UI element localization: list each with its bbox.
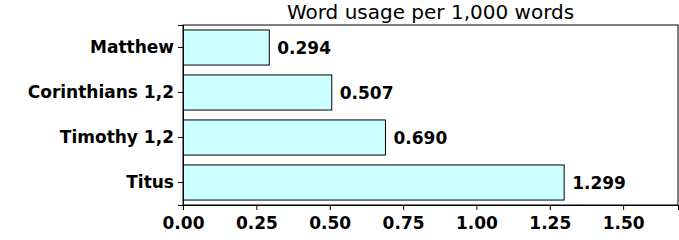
- x-tick-mark: [623, 205, 624, 210]
- x-tick: 1.50: [603, 205, 645, 233]
- x-tick-label: 0.75: [383, 213, 425, 233]
- x-tick-mark: [403, 205, 404, 210]
- y-tick: Timothy 1,2: [60, 127, 183, 147]
- x-tick: 0.25: [236, 205, 278, 233]
- x-tick: 0.00: [163, 205, 205, 233]
- data-label: 0.690: [393, 128, 447, 148]
- y-tick-mark: [178, 182, 183, 183]
- x-tick-label: 1.00: [456, 213, 498, 233]
- y-tick: Corinthians 1,2: [28, 82, 183, 102]
- y-axis-line: [178, 26, 184, 206]
- x-tick-mark: [476, 205, 477, 210]
- x-tick-mark: [550, 205, 551, 210]
- bar: [183, 120, 385, 155]
- y-tick: Titus: [126, 172, 183, 192]
- bar: [183, 75, 332, 110]
- bar: [183, 165, 564, 200]
- bar: [183, 30, 269, 65]
- plot: 0.00 0.25 0.50 0.75 1.00 1.25 1.50 Matthew Corin…: [28, 25, 679, 233]
- y-tick: Matthew: [90, 37, 183, 57]
- x-tick-label: 0.50: [309, 213, 351, 233]
- y-tick-label: Titus: [126, 172, 174, 192]
- x-tick-mark: [256, 205, 257, 210]
- data-labels: 0.294 0.507 0.690 1.299: [277, 38, 626, 193]
- chart: 0.00 0.25 0.50 0.75 1.00 1.25 1.50 Matthew Corin…: [0, 0, 679, 240]
- x-tick: 1.00: [456, 205, 498, 233]
- x-tick-label: 1.50: [603, 213, 645, 233]
- y-tick-mark: [178, 137, 183, 138]
- x-tick-label: 0.00: [163, 213, 205, 233]
- data-label: 1.299: [572, 173, 626, 193]
- x-tick-label: 0.25: [236, 213, 278, 233]
- y-tick-mark: [178, 92, 183, 93]
- y-axis: Matthew Corinthians 1,2 Timothy 1,2 Titus: [28, 26, 184, 206]
- y-tick-label: Matthew: [90, 37, 174, 57]
- y-tick-label: Timothy 1,2: [60, 127, 174, 147]
- x-tick: 1.25: [529, 205, 571, 233]
- plot-frame: [183, 25, 678, 205]
- y-tick-mark: [178, 47, 183, 48]
- x-tick-label: 1.25: [529, 213, 571, 233]
- data-label: 0.507: [340, 83, 394, 103]
- x-tick: 0.50: [309, 205, 351, 233]
- bars: [183, 30, 564, 200]
- y-tick-label: Corinthians 1,2: [28, 82, 174, 102]
- x-axis: 0.00 0.25 0.50 0.75 1.00 1.25 1.50: [163, 205, 679, 233]
- title: Word usage per 1,000 words: [287, 0, 574, 24]
- x-tick: 0.75: [383, 205, 425, 233]
- data-label: 0.294: [277, 38, 331, 58]
- x-axis-line: [184, 206, 679, 211]
- x-tick-mark: [330, 205, 331, 210]
